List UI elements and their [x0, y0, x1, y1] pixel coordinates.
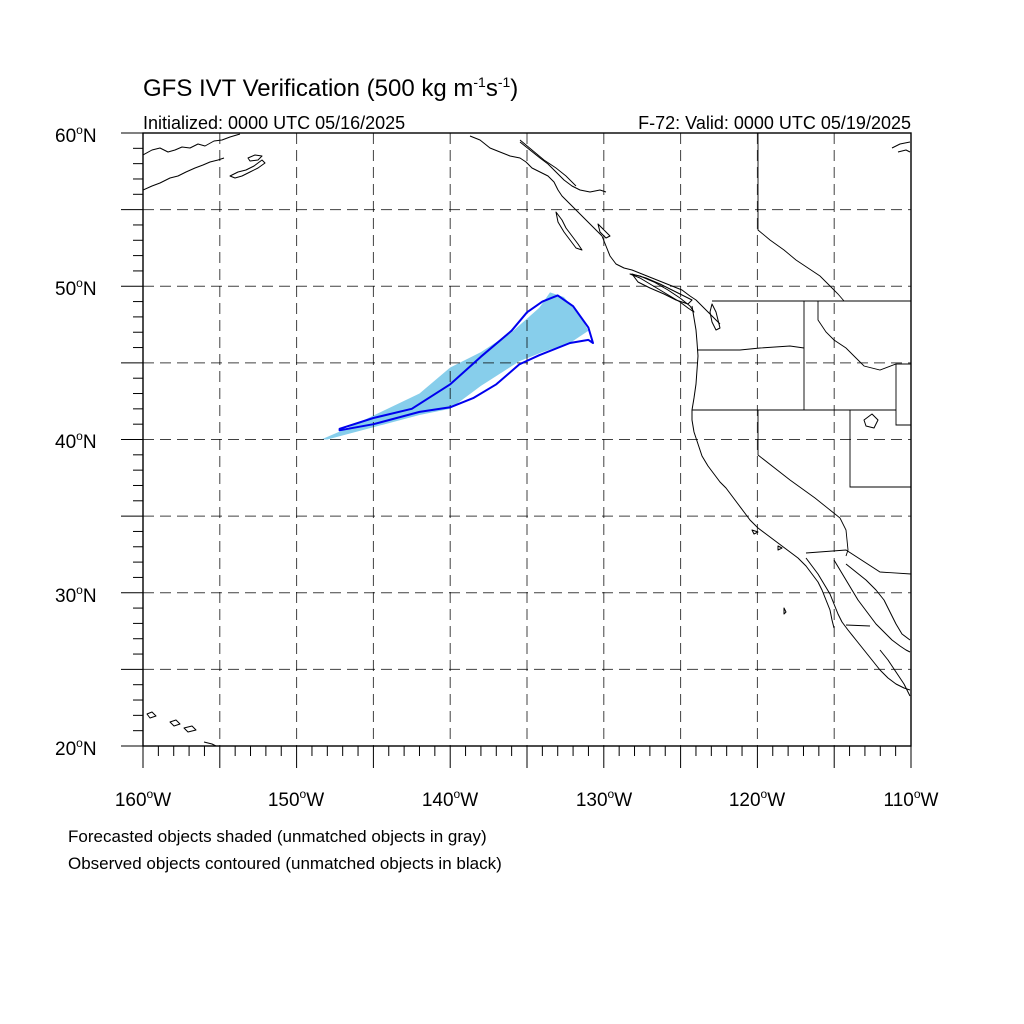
- caption-forecast: Forecasted objects shaded (unmatched obj…: [68, 827, 487, 846]
- observed-object: [338, 294, 594, 432]
- chart-title: GFS IVT Verification (500 kg m-1s-1): [143, 74, 518, 102]
- lon-label: 160oW: [115, 787, 171, 811]
- coastlines: [143, 133, 911, 746]
- lat-label: 40oN: [55, 429, 97, 453]
- lon-label: 120oW: [729, 787, 785, 811]
- forecast-object: [321, 292, 589, 440]
- latitude-labels: 60oN 50oN 40oN 30oN 20oN: [55, 123, 97, 760]
- longitude-labels: 160oW 150oW 140oW 130oW 120oW 110oW: [115, 787, 939, 811]
- axis-ticks: [121, 132, 912, 768]
- plot-area: [143, 133, 911, 746]
- lon-label: 110oW: [884, 787, 939, 811]
- caption-observed: Observed objects contoured (unmatched ob…: [68, 854, 502, 873]
- lat-label: 30oN: [55, 583, 97, 607]
- gridlines: [143, 133, 911, 746]
- valid-time: F-72: Valid: 0000 UTC 05/19/2025: [638, 113, 911, 133]
- lat-label: 50oN: [55, 276, 97, 300]
- initialized-time: Initialized: 0000 UTC 05/16/2025: [143, 113, 405, 133]
- lon-label: 130oW: [576, 787, 632, 811]
- political-borders: [519, 133, 911, 627]
- lat-label: 20oN: [55, 736, 97, 760]
- lon-label: 150oW: [268, 787, 324, 811]
- lat-label: 60oN: [55, 123, 97, 147]
- lon-label: 140oW: [422, 787, 478, 811]
